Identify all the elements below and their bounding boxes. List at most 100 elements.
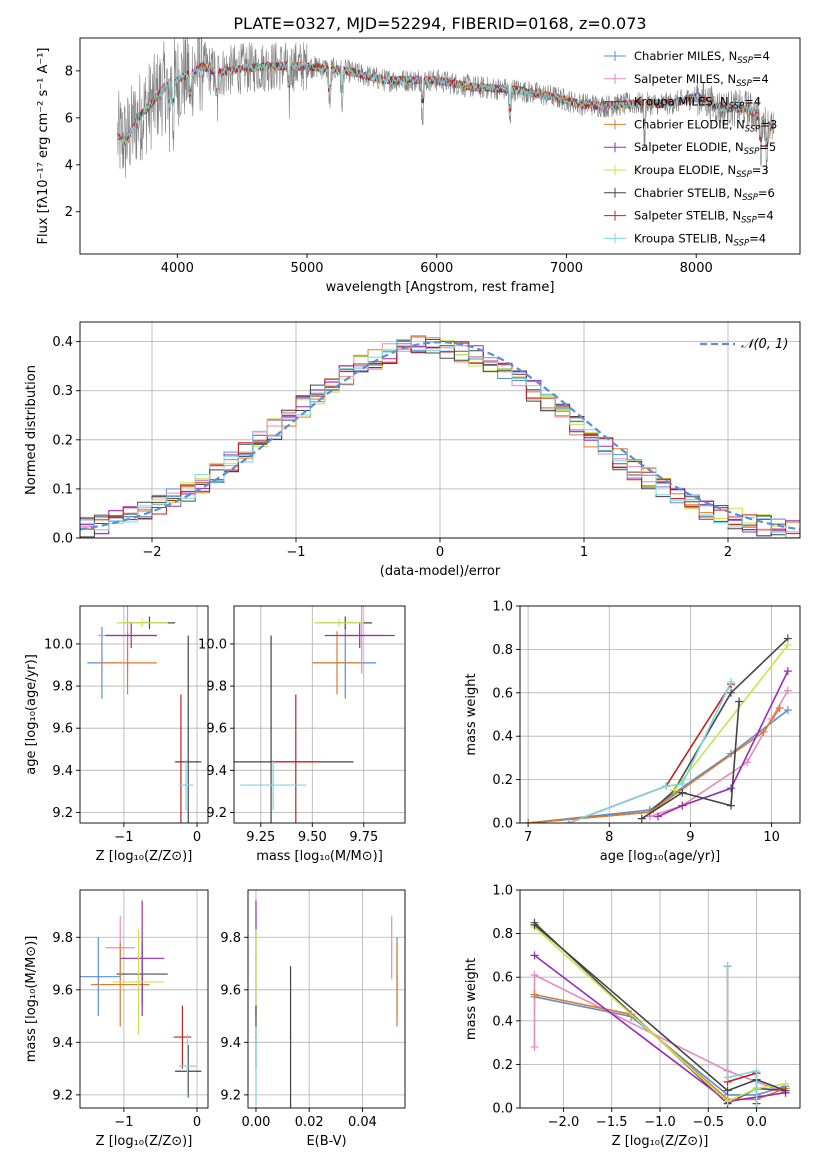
panel-age-vs-Z: −1 0 9.2 9.4 9.6 9.8 10.0 Z [log₁₀(Z/Z⊙)] age [l… xyxy=(24,605,209,864)
legend-count: =4 xyxy=(744,95,761,109)
data-point xyxy=(187,761,190,763)
y-tick-label: 9.6 xyxy=(52,722,73,737)
model-spectrum-8 xyxy=(117,61,775,146)
legend-subscript: SSP xyxy=(729,102,745,112)
legend-label: Kroupa STELIB, NSSP=4 xyxy=(634,231,766,248)
legend-count: =4 xyxy=(752,72,769,86)
series-marker xyxy=(653,812,662,821)
x-tick-label: 9.25 xyxy=(246,830,275,845)
series-line-5 xyxy=(533,926,786,1103)
panel-residuals: 𝒩(0, 1) −2 −1 0 1 2 0.0 0.1 0.2 0.3 0.4 (data-model… xyxy=(24,321,801,579)
data-point xyxy=(180,761,182,763)
y-tick-label: 9.8 xyxy=(206,680,227,695)
data-point xyxy=(141,957,143,960)
legend-label-text: Kroupa STELIB, N xyxy=(634,231,734,245)
series-marker xyxy=(752,1066,761,1075)
y-tick-label: 2 xyxy=(65,205,73,220)
legend-label: 𝒩(0, 1) xyxy=(741,337,788,352)
x-tick-label: −0.5 xyxy=(692,1115,724,1130)
y-axis-label: age [log₁₀(age/yr)] xyxy=(24,654,39,775)
legend-count: =3 xyxy=(752,163,769,177)
plot-area-age-vs-mass xyxy=(234,606,395,823)
legend-label-text: Chabrier ELODIE, N xyxy=(634,117,745,131)
data-point xyxy=(255,981,257,983)
series-marker xyxy=(678,779,687,788)
legend-label-text: Chabrier MILES, N xyxy=(634,49,737,63)
x-tick-label: 9 xyxy=(686,830,694,845)
panel-mass-vs-EBV: 0.00 0.02 0.04 9.2 9.4 9.6 9.8 E(B-V) xyxy=(220,889,406,1149)
legend-subscript: SSP xyxy=(744,147,760,157)
figure-title: PLATE=0327, MJD=52294, FIBERID=0168, z=0… xyxy=(233,14,646,33)
data-point xyxy=(338,622,340,624)
legend-label: Salpeter STELIB, NSSP=4 xyxy=(634,209,774,226)
legend-count: =3 xyxy=(760,117,777,131)
axes-frame xyxy=(79,37,801,255)
data-point xyxy=(181,1036,184,1038)
legend-label-text: Kroupa ELODIE, N xyxy=(634,163,736,177)
x-axis-label: mass [log₁₀(M/M⊙)] xyxy=(256,849,383,864)
legend-label: Chabrier MILES, NSSP=4 xyxy=(634,49,770,66)
data-point xyxy=(295,761,297,763)
x-axis-label: Z [log₁₀(Z/Z⊙)] xyxy=(96,849,193,864)
y-tick-label: 9.2 xyxy=(52,806,73,821)
y-tick-label: 0.6 xyxy=(492,686,513,701)
legend-count: =6 xyxy=(758,186,775,200)
series-marker xyxy=(783,641,792,650)
y-tick-label: 0.4 xyxy=(492,730,513,745)
legend-subscript: SSP xyxy=(736,79,752,89)
series-marker xyxy=(727,677,736,686)
y-tick-label: 0.4 xyxy=(492,1014,513,1029)
x-tick-label: 8 xyxy=(605,830,613,845)
legend-subscript: SSP xyxy=(742,193,758,203)
legend-count: =4 xyxy=(753,49,770,63)
legend-label-text: Salpeter STELIB, N xyxy=(634,209,741,223)
series-line-6 xyxy=(533,924,786,1092)
plot-area-residuals xyxy=(80,335,800,538)
y-tick-label: 9.6 xyxy=(52,983,73,998)
histogram-6 xyxy=(80,340,787,538)
y-tick-label: 9.8 xyxy=(52,931,73,946)
y-tick-label: 0.2 xyxy=(492,773,513,788)
y-tick-label: 0.2 xyxy=(52,433,73,448)
series-marker xyxy=(752,1104,761,1108)
legend-subscript: SSP xyxy=(745,124,761,134)
y-tick-label: 0.1 xyxy=(52,482,73,497)
legend-count: =5 xyxy=(759,140,776,154)
y-tick-label: 0.0 xyxy=(492,817,513,832)
y-tick-label: 9.6 xyxy=(220,983,241,998)
series-line-3 xyxy=(528,707,781,823)
y-tick-label: 1.0 xyxy=(492,884,513,899)
plot-area-mass-vs-Z xyxy=(80,900,202,1098)
y-tick-label: 9.4 xyxy=(220,1036,241,1051)
y-tick-label: 9.6 xyxy=(206,722,227,737)
data-point xyxy=(185,784,187,786)
y-tick-label: 4 xyxy=(65,158,73,173)
x-tick-label: 4000 xyxy=(161,261,194,276)
panel-mass-weight-vs-age: 7 8 9 10 0.0 0.2 0.4 0.6 0.8 1.0 age [log₁₀(age/yr… xyxy=(464,600,801,864)
data-point xyxy=(289,1036,292,1038)
x-tick-label: 8000 xyxy=(680,261,713,276)
y-tick-label: 9.2 xyxy=(220,1088,241,1103)
y-axis-label: mass weight xyxy=(464,673,479,755)
legend-count: =4 xyxy=(757,209,774,223)
series-marker xyxy=(637,814,646,823)
data-point xyxy=(358,634,361,637)
x-tick-label: −1 xyxy=(286,545,305,560)
plot-area-age-vs-Z xyxy=(87,606,202,823)
y-tick-label: 0.6 xyxy=(492,971,513,986)
axes-frame xyxy=(233,605,406,824)
series-marker xyxy=(678,788,687,797)
data-point xyxy=(141,622,143,624)
legend-label-text: Salpeter ELODIE, N xyxy=(634,140,744,154)
y-tick-label: 8 xyxy=(65,64,73,79)
data-point xyxy=(119,983,122,986)
series-marker xyxy=(775,703,784,712)
y-tick-label: 10.0 xyxy=(44,637,73,652)
y-tick-label: 9.8 xyxy=(220,931,241,946)
y-tick-label: 0.8 xyxy=(492,927,513,942)
x-axis-label: (data-model)/error xyxy=(380,564,501,579)
data-point xyxy=(186,1065,189,1067)
plot-area-spectrum xyxy=(117,38,775,178)
